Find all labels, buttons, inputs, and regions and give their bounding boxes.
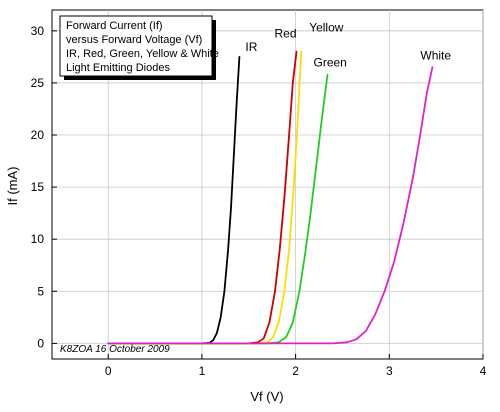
- x-tick-label: 3: [386, 364, 393, 378]
- y-tick-label: 30: [31, 24, 45, 38]
- series-label-yellow: Yellow: [309, 21, 344, 35]
- y-tick-label: 25: [31, 76, 45, 90]
- series-label-red: Red: [275, 27, 297, 41]
- legend-line-1: Forward Current (If): [66, 20, 163, 32]
- legend-line-2: versus Forward Voltage (Vf): [66, 34, 202, 46]
- legend-box: Forward Current (If) versus Forward Volt…: [59, 15, 219, 80]
- series-lines: [107, 50, 434, 345]
- x-tick-label: 2: [292, 364, 299, 378]
- series-label-ir: IR: [245, 40, 257, 54]
- series-label-white: White: [420, 48, 451, 62]
- y-tick-label: 0: [37, 336, 44, 350]
- legend-line-4: Light Emitting Diodes: [66, 62, 170, 74]
- x-tick-label: 4: [480, 364, 487, 378]
- x-tick-label: 1: [199, 364, 206, 378]
- axis-ticks: 0 1 2 3 4 0 5 10 15 20 25 30: [31, 24, 487, 378]
- series-labels: IR Red Yellow Green White: [245, 21, 451, 70]
- legend-line-3: IR, Red, Green, Yellow & White: [66, 48, 219, 60]
- credit-text: K8ZOA 16 October 2009: [60, 344, 170, 355]
- x-tick-label: 0: [105, 364, 112, 378]
- y-tick-label: 20: [31, 128, 45, 142]
- x-axis-title: Vf (V): [250, 389, 283, 404]
- y-tick-label: 5: [37, 284, 44, 298]
- y-tick-label: 15: [31, 180, 45, 194]
- y-axis-title: If (mA): [5, 167, 20, 206]
- y-tick-label: 10: [31, 232, 45, 246]
- series-label-green: Green: [314, 56, 347, 70]
- series-line-white: [107, 66, 434, 345]
